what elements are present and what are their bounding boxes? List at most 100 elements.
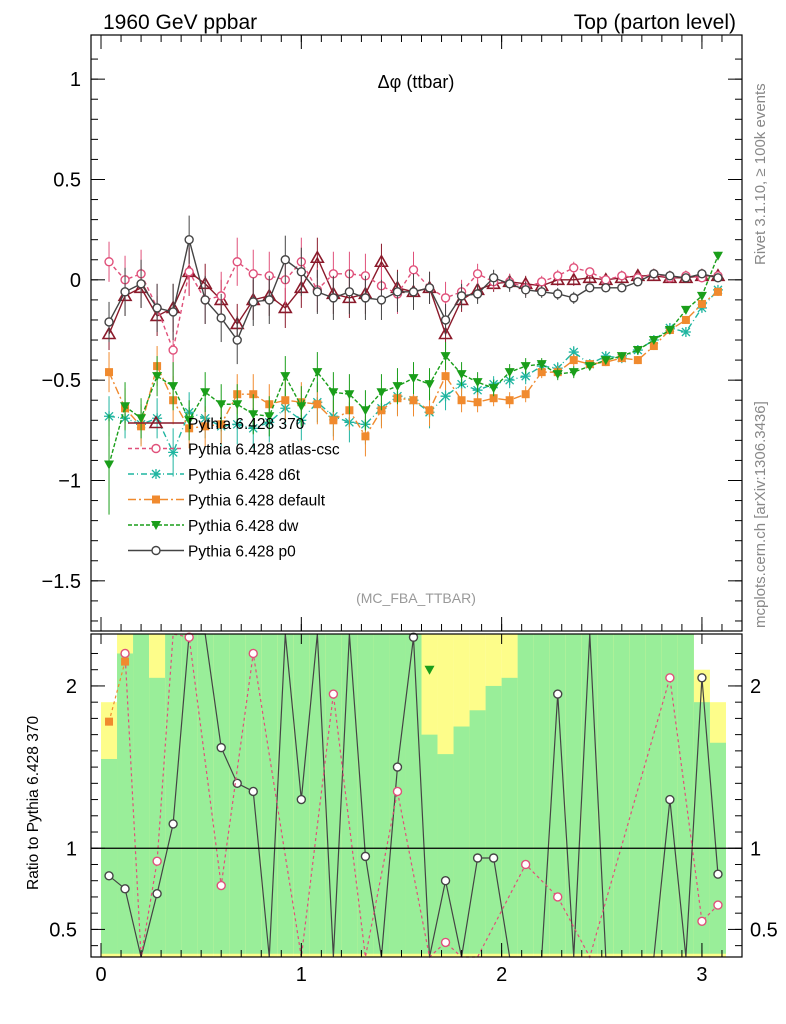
data-point <box>232 335 242 345</box>
data-point <box>569 293 579 303</box>
data-point <box>665 271 675 281</box>
ratio-point <box>440 876 451 886</box>
data-point <box>280 372 291 382</box>
ratio-series-line <box>108 661 126 722</box>
data-point <box>600 351 611 362</box>
main-frame <box>90 34 743 632</box>
data-point <box>585 267 595 277</box>
chart-watermark: (MC_FBA_TTBAR) <box>356 590 476 606</box>
ratio-point <box>248 786 258 797</box>
ratio-y-tick-label-left: 2 <box>66 676 77 698</box>
main-series <box>104 215 723 365</box>
ratio-green-band-bin <box>501 677 518 954</box>
data-point <box>408 265 419 275</box>
data-point <box>296 402 307 412</box>
data-point <box>680 326 691 337</box>
data-point <box>681 273 691 283</box>
data-point <box>248 410 259 420</box>
data-point <box>520 285 531 295</box>
data-point <box>633 277 643 287</box>
data-point <box>360 293 371 303</box>
ratio-green-band-bin <box>117 653 134 954</box>
ratio-green-band-bin <box>629 634 646 954</box>
y-tick-label: 0.5 <box>53 169 81 191</box>
data-point <box>184 416 195 426</box>
ratio-frame <box>90 633 743 958</box>
data-point <box>601 275 611 285</box>
data-point <box>569 263 579 273</box>
data-point <box>566 272 582 286</box>
ratio-point <box>296 794 307 805</box>
y-tick-label: −0.5 <box>42 370 81 392</box>
legend-entry: Pythia 6.428 default <box>128 493 326 510</box>
data-point <box>104 317 114 327</box>
data-point <box>536 277 547 287</box>
data-point <box>104 257 114 267</box>
ratio-y-axis-label: Ratio to Pythia 6.428 370 <box>25 716 42 890</box>
ratio-point <box>120 884 130 894</box>
ratio-green-band-bin <box>357 634 374 954</box>
data-point <box>376 295 387 305</box>
legend-label: Pythia 6.428 atlas-csc <box>188 442 340 459</box>
ratio-green-band-bin <box>645 634 662 954</box>
data-point <box>152 372 163 382</box>
data-point <box>440 352 451 362</box>
ratio-green-band-bin <box>677 634 694 954</box>
data-point <box>184 267 194 277</box>
ratio-point <box>488 853 499 863</box>
x-tick-label: 3 <box>696 964 707 986</box>
data-point <box>696 291 707 301</box>
side-label-rivet: Rivet 3.1.10, ≥ 100k events <box>752 83 769 265</box>
ratio-y-tick-label-right: 2 <box>750 676 761 698</box>
data-point <box>200 295 210 305</box>
data-point <box>649 342 658 351</box>
data-point <box>649 269 659 279</box>
ratio-green-band-bin <box>565 634 582 954</box>
ratio-point <box>553 689 563 699</box>
ratio-green-band-bin <box>661 634 678 954</box>
data-point <box>201 422 210 431</box>
ratio-y-tick-label-left: 0.5 <box>49 919 77 941</box>
data-point <box>440 293 451 303</box>
header-right-label: Top (parton level) <box>574 11 736 34</box>
data-point <box>232 257 242 267</box>
ratio-point <box>553 892 563 902</box>
legend-marker <box>151 469 161 479</box>
data-point <box>488 384 499 394</box>
legend-label: Pythia 6.428 default <box>188 493 326 510</box>
ratio-point <box>392 786 403 797</box>
ratio-point <box>121 657 130 666</box>
data-point <box>425 406 434 415</box>
data-point <box>309 250 325 264</box>
chart-title: Δφ (ttbar) <box>378 72 455 92</box>
data-point <box>505 396 514 405</box>
ratio-green-band-bin <box>325 634 342 954</box>
x-tick-label: 0 <box>95 964 106 986</box>
data-point <box>216 400 227 410</box>
data-point <box>392 287 403 297</box>
data-point <box>648 336 659 346</box>
data-point <box>457 396 466 405</box>
data-point <box>489 394 498 403</box>
data-point <box>424 283 435 293</box>
ratio-green-band-bin <box>469 710 486 954</box>
ratio-y-tick-label-right: 1 <box>750 838 761 860</box>
data-point <box>344 287 355 297</box>
data-point <box>408 287 419 297</box>
ratio-point <box>424 665 435 675</box>
ratio-point <box>248 648 258 659</box>
legend-entry: Pythia 6.428 atlas-csc <box>128 442 340 459</box>
data-point <box>277 300 293 314</box>
ratio-point <box>184 632 194 642</box>
ratio-green-band-bin <box>597 634 614 954</box>
data-point <box>633 356 642 365</box>
header-left-label: 1960 GeV ppbar <box>103 11 257 34</box>
data-point <box>440 391 451 402</box>
data-point <box>392 382 403 392</box>
data-point <box>536 287 547 297</box>
ratio-green-band-bin <box>485 685 502 954</box>
legend-marker <box>148 415 164 429</box>
ratio-point <box>713 900 723 910</box>
ratio-green-band-bin <box>613 634 630 954</box>
data-point <box>168 447 179 458</box>
